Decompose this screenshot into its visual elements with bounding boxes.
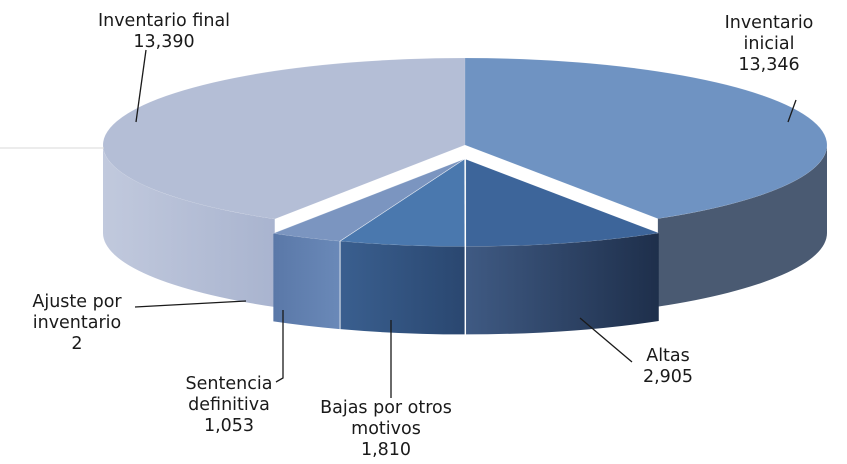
pie-label-0-line-0: Inventario [725,13,814,33]
pie-slice-5 [102,57,466,220]
pie-value-3: 1,053 [204,416,254,436]
pie-slice-3 [272,159,464,242]
pie-slice-side-3 [273,233,340,330]
pie-value-2: 1,810 [361,440,411,460]
pie-slice-side-1 [466,233,659,335]
pie-leader-line-0 [787,99,797,123]
pie-label-2-line-1: motivos [351,419,421,439]
pie-label-2-line-0: Bajas por otros [320,398,452,418]
pie-label-4-line-0: Ajuste por [32,292,122,312]
pie-leader-line-1 [579,317,633,363]
pie-leader-line-5 [135,49,147,123]
pie-label-3-line-1: definitiva [188,395,270,415]
pie-slice-side-0 [657,145,827,307]
pie-value-1: 2,905 [643,367,693,387]
pie-slice-4 [271,159,464,234]
pie-slice-side-2 [340,241,465,335]
pie-label-0-line-1: inicial [744,34,795,54]
pie-leader-line-3 [275,310,284,383]
pie-label-3-line-0: Sentencia [186,374,273,394]
pie-label-4-line-1: inventario [33,313,122,333]
pie-value-4: 2 [71,334,82,354]
pie-slice-2 [339,158,465,247]
pie-value-0: 13,346 [738,55,799,75]
pie-label-5-line-0: Inventario final [98,11,230,31]
pie-label-1-line-0: Altas [646,346,690,366]
pie-slice-0 [464,57,828,219]
pie-slice-side-5 [103,145,275,308]
pie-value-5: 13,390 [133,32,194,52]
pie-leader-line-4 [134,300,247,308]
pie-slice-1 [465,158,660,247]
